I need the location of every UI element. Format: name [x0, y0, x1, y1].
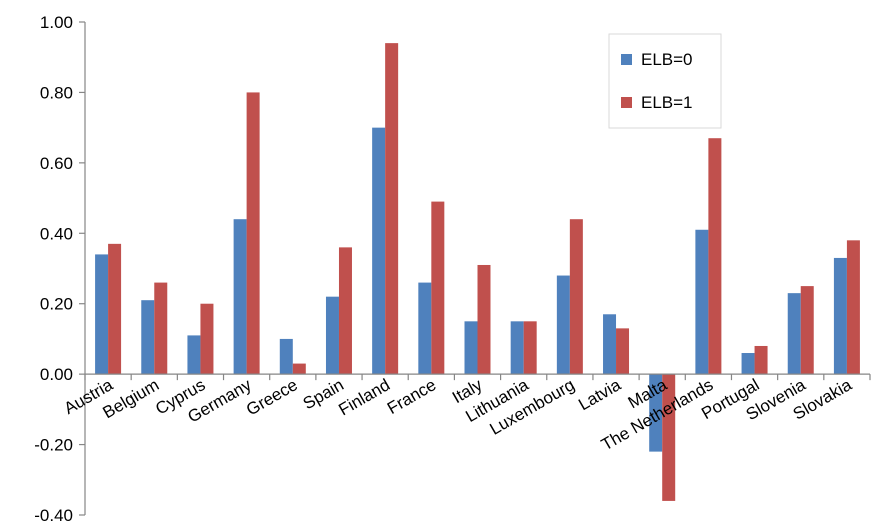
bar-2-malta	[662, 374, 676, 501]
bar-1-malta	[649, 374, 663, 452]
y-tick-label-0: 1.00	[40, 13, 73, 32]
bar-2-spain	[338, 247, 352, 375]
y-tick-label-4: 0.20	[40, 295, 73, 314]
bar-2-finland	[385, 43, 399, 375]
legend-label-2: ELB=1	[641, 93, 693, 112]
bar-2-france	[431, 201, 445, 375]
bar-2-the-netherlands	[708, 138, 722, 375]
bar-2-belgium	[154, 282, 168, 375]
bar-1-spain	[325, 296, 339, 375]
bar-1-germany	[233, 219, 247, 375]
bar-1-slovakia	[833, 257, 847, 375]
bar-1-italy	[464, 321, 478, 375]
bar-1-greece	[279, 338, 293, 375]
bar-2-lithuania	[523, 321, 537, 375]
y-tick-label-3: 0.40	[40, 224, 73, 243]
y-tick-label-6: -0.20	[34, 436, 73, 455]
bar-1-the-netherlands	[695, 229, 709, 375]
y-tick-label-7: -0.40	[34, 506, 73, 525]
bar-2-portugal	[754, 345, 768, 375]
category-label-france: France	[384, 375, 439, 418]
bar-1-slovenia	[787, 293, 801, 375]
bar-1-portugal	[741, 353, 755, 375]
bar-2-germany	[246, 92, 260, 375]
bar-2-luxembourg	[569, 219, 583, 375]
bar-2-austria	[108, 243, 122, 375]
bar-2-slovenia	[800, 286, 814, 375]
bar-1-france	[418, 282, 432, 375]
legend-label-1: ELB=0	[641, 50, 693, 69]
bar-1-cyprus	[187, 335, 201, 375]
bar-2-italy	[477, 264, 491, 375]
y-tick-label-5: 0.00	[40, 365, 73, 384]
bar-1-latvia	[603, 314, 617, 375]
legend-box	[608, 33, 722, 129]
legend-swatch-2	[621, 97, 632, 108]
bar-1-lithuania	[510, 321, 524, 375]
bar-2-cyprus	[200, 303, 214, 375]
bar-2-greece	[292, 363, 306, 375]
y-tick-label-1: 0.80	[40, 83, 73, 102]
bar-2-slovakia	[846, 240, 860, 375]
bar-1-belgium	[141, 300, 155, 375]
category-label-finland: Finland	[335, 375, 393, 419]
bar-1-austria	[95, 254, 109, 375]
y-tick-label-2: 0.60	[40, 154, 73, 173]
legend-swatch-1	[621, 54, 632, 65]
bar-1-luxembourg	[556, 275, 570, 375]
category-label-greece: Greece	[243, 375, 301, 419]
bar-2-latvia	[616, 328, 630, 375]
category-label-latvia: Latvia	[575, 375, 624, 414]
bar-1-finland	[372, 127, 386, 375]
